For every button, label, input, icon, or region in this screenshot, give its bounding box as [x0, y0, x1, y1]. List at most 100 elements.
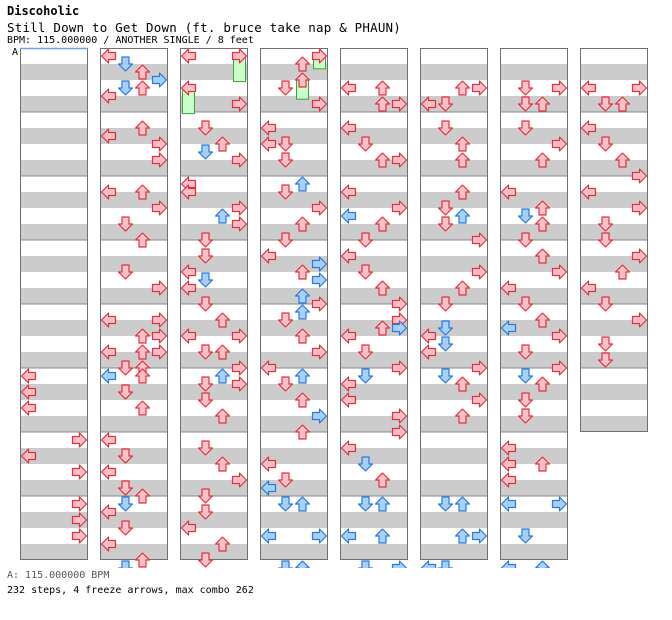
stripe-dark: [260, 256, 328, 272]
stripe-light: [500, 80, 568, 96]
down-arrow: [197, 120, 214, 136]
stripe-dark: [340, 96, 408, 112]
up-arrow: [374, 528, 391, 544]
stripe-dark: [20, 192, 88, 208]
stripe-dark: [340, 128, 408, 144]
right-arrow: [471, 360, 488, 376]
up-arrow: [454, 208, 471, 224]
stripe-light: [580, 368, 648, 384]
stripe-dark: [500, 160, 568, 176]
left-arrow: [260, 248, 277, 264]
down-arrow: [117, 56, 134, 72]
stripe-light: [260, 336, 328, 352]
stripe-dark: [500, 256, 568, 272]
stripe-dark: [500, 96, 568, 112]
stripe-light: [420, 240, 488, 256]
up-arrow: [294, 496, 311, 512]
down-arrow: [197, 232, 214, 248]
up-arrow: [134, 368, 151, 384]
stripe-dark: [180, 96, 248, 112]
stripe-dark: [340, 224, 408, 240]
stripe-dark: [340, 288, 408, 304]
stripe-dark: [420, 352, 488, 368]
right-arrow: [551, 328, 568, 344]
up-arrow: [134, 80, 151, 96]
stripe-light: [420, 144, 488, 160]
down-arrow: [277, 136, 294, 152]
left-arrow: [100, 464, 117, 480]
stripe-light: [180, 112, 248, 128]
stripe-light: [420, 112, 488, 128]
stripe-light: [100, 368, 168, 384]
stripe-light: [500, 208, 568, 224]
bpm-marker: A: [12, 47, 19, 58]
down-arrow: [117, 360, 134, 376]
left-arrow: [500, 320, 517, 336]
right-arrow: [231, 360, 248, 376]
stripe-light: [260, 496, 328, 512]
down-arrow: [437, 96, 454, 112]
stripe-dark: [500, 320, 568, 336]
left-arrow: [340, 120, 357, 136]
stripe-dark: [100, 224, 168, 240]
stripe-dark: [420, 448, 488, 464]
right-arrow: [551, 80, 568, 96]
left-arrow: [100, 432, 117, 448]
right-arrow: [391, 152, 408, 168]
up-arrow: [534, 248, 551, 264]
stripe-light: [100, 240, 168, 256]
stripe-light: [420, 304, 488, 320]
stripe-light: [180, 336, 248, 352]
stripe-light: [260, 240, 328, 256]
up-arrow: [454, 376, 471, 392]
down-arrow: [197, 376, 214, 392]
stripe-dark: [100, 64, 168, 80]
right-arrow: [631, 248, 648, 264]
stripe-light: [180, 208, 248, 224]
stripe-dark: [580, 160, 648, 176]
left-arrow: [500, 184, 517, 200]
stripe-dark: [20, 544, 88, 560]
stripe-dark: [340, 448, 408, 464]
stripe-dark: [100, 512, 168, 528]
stripe-light: [580, 48, 648, 64]
left-arrow: [260, 360, 277, 376]
stripe-light: [580, 336, 648, 352]
down-arrow: [357, 344, 374, 360]
left-arrow: [420, 560, 437, 568]
stripe-dark: [20, 160, 88, 176]
down-arrow: [437, 560, 454, 568]
up-arrow: [534, 376, 551, 392]
stripe-light: [180, 48, 248, 64]
up-arrow: [134, 184, 151, 200]
stripe-light: [580, 208, 648, 224]
left-arrow: [340, 528, 357, 544]
down-arrow: [277, 312, 294, 328]
right-arrow: [311, 200, 328, 216]
stripe-dark: [340, 480, 408, 496]
left-arrow: [500, 560, 517, 568]
up-arrow: [454, 136, 471, 152]
left-arrow: [420, 328, 437, 344]
left-arrow: [260, 136, 277, 152]
right-arrow: [471, 80, 488, 96]
stripe-light: [500, 112, 568, 128]
stripe-dark: [420, 288, 488, 304]
up-arrow: [374, 496, 391, 512]
up-arrow: [534, 152, 551, 168]
up-arrow: [614, 152, 631, 168]
stripe-light: [500, 432, 568, 448]
column-border: [260, 48, 328, 560]
left-arrow: [180, 48, 197, 64]
stripe-dark: [420, 480, 488, 496]
stripe-light: [500, 48, 568, 64]
stripe-light: [500, 336, 568, 352]
down-arrow: [357, 560, 374, 568]
down-arrow: [277, 80, 294, 96]
stripe-dark: [100, 288, 168, 304]
stripe-dark: [340, 256, 408, 272]
stripe-light: [100, 400, 168, 416]
right-arrow: [631, 200, 648, 216]
stripe-light: [420, 336, 488, 352]
stripe-dark: [180, 128, 248, 144]
